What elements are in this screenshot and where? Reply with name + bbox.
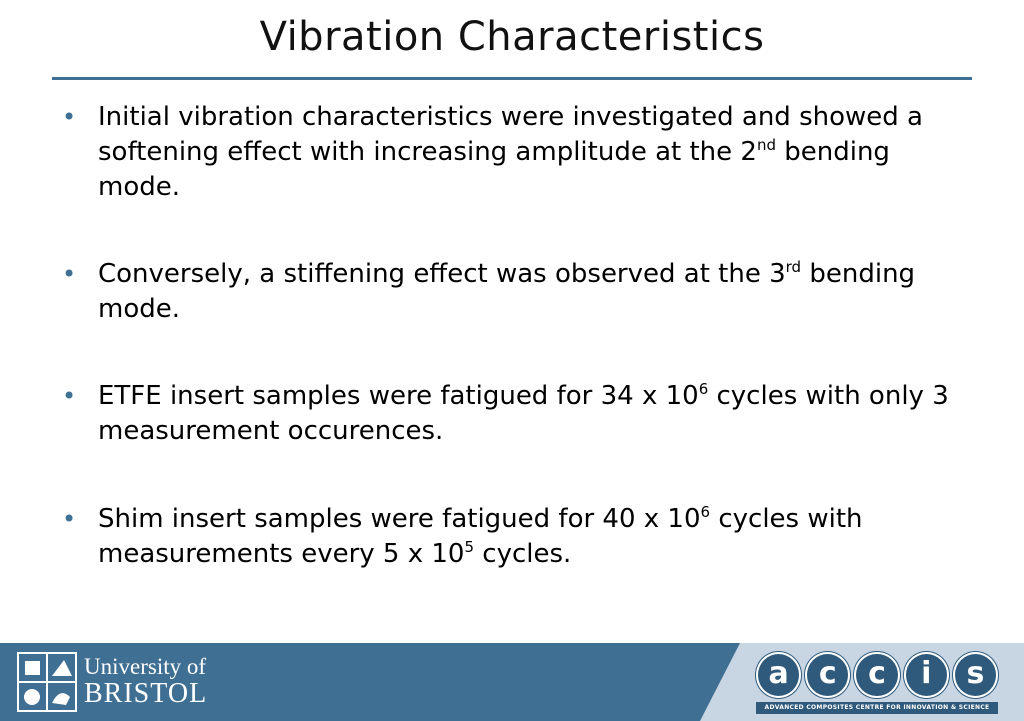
university-wordmark: University of BRISTOL [84, 655, 207, 708]
bullet-dot-icon: • [62, 103, 77, 131]
superscript: 5 [464, 538, 475, 556]
superscript: nd [756, 136, 776, 154]
bullet-text-segment: ETFE insert samples were fatigued for 34… [98, 381, 699, 411]
bullet-text: ETFE insert samples were fatigued for 34… [98, 379, 978, 449]
bullet-text: Shim insert samples were fatigued for 40… [98, 502, 978, 572]
superscript: rd [785, 258, 802, 276]
bullet-text-segment: bending mode. [98, 259, 916, 324]
accis-letter: c [854, 652, 900, 698]
university-line2: BRISTOL [84, 678, 208, 709]
bullet-dot-icon: • [62, 382, 77, 410]
superscript: 6 [700, 503, 711, 521]
bullet-text: Initial vibration characteristics were i… [98, 100, 978, 205]
bullet-text-segment: Conversely, a stiffening effect was obse… [98, 259, 786, 289]
accis-letter: i [903, 652, 949, 698]
bullet-dot-icon: • [62, 505, 77, 533]
accis-logo: a c c i s ADVANCED COMPOSITES CENTRE FOR… [756, 652, 999, 714]
accis-tagline: ADVANCED COMPOSITES CENTRE FOR INNOVATIO… [756, 702, 998, 714]
superscript: 6 [698, 380, 709, 398]
bullet-text: Conversely, a stiffening effect was obse… [98, 257, 978, 327]
bullet-dot-icon: • [62, 260, 77, 288]
title-divider [52, 77, 972, 80]
bullet-text-segment: cycles with only 3 measurement occurence… [98, 381, 949, 446]
bullet-text-segment: bending mode. [98, 137, 890, 202]
university-crest-icon [17, 652, 77, 712]
accis-letter: c [805, 652, 851, 698]
accis-letter: a [756, 652, 802, 698]
slide-title: Vibration Characteristics [259, 14, 765, 60]
bullet-text-segment: Initial vibration characteristics were i… [98, 102, 923, 167]
bullet-text-segment: Shim insert samples were fatigued for 40… [98, 504, 701, 534]
bullet-text-segment: cycles with measurements every 5 x 10 [98, 504, 863, 569]
university-line1: University of [84, 654, 207, 679]
accis-letter: s [952, 652, 999, 698]
bullet-text-segment: cycles. [474, 539, 572, 569]
